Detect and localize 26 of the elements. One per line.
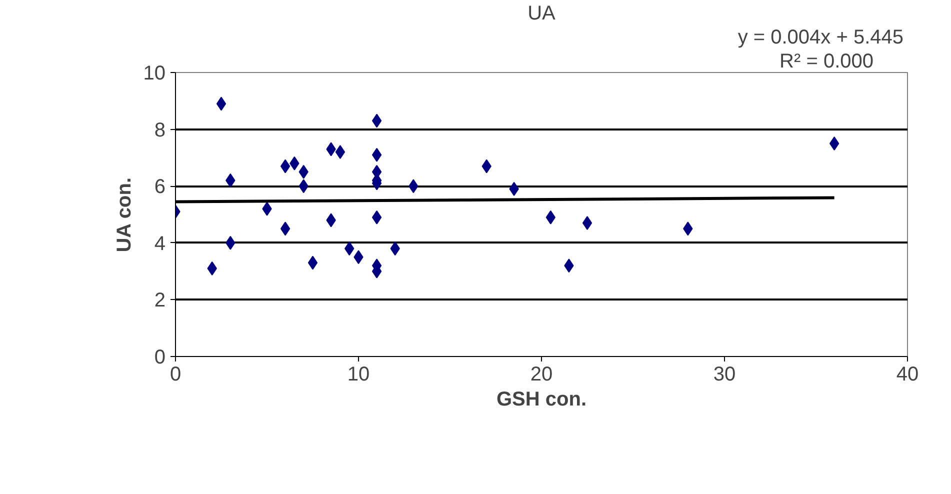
text: R² = 0.000 (780, 50, 874, 72)
text: y = 0.004x + 5.445 (738, 26, 904, 48)
y-tick-label: 2 (154, 290, 166, 312)
point (582, 216, 592, 230)
point (280, 222, 290, 236)
y-tick-label: 4 (154, 232, 166, 255)
x-tick-label: 20 (530, 364, 553, 386)
x-axis-title: GSH con. (496, 388, 587, 410)
y-tick-label: 6 (154, 176, 166, 198)
point (280, 159, 290, 174)
y-tick-label: 8 (154, 119, 166, 142)
x-tick-label: 0 (170, 364, 182, 386)
x-tick-label: 30 (713, 364, 736, 386)
point (372, 148, 382, 162)
point (308, 256, 318, 270)
point (216, 96, 226, 111)
y-axis-title: UA con. (113, 177, 136, 252)
point (829, 136, 840, 150)
chart-title: UA (528, 2, 556, 24)
point (372, 210, 382, 224)
x-tick-label: 40 (896, 364, 919, 386)
point (372, 114, 382, 128)
y-tick-label: 0 (154, 346, 166, 368)
x-tick-label: 10 (347, 364, 370, 386)
y-tick-label: 10 (143, 62, 166, 84)
point (335, 145, 346, 160)
